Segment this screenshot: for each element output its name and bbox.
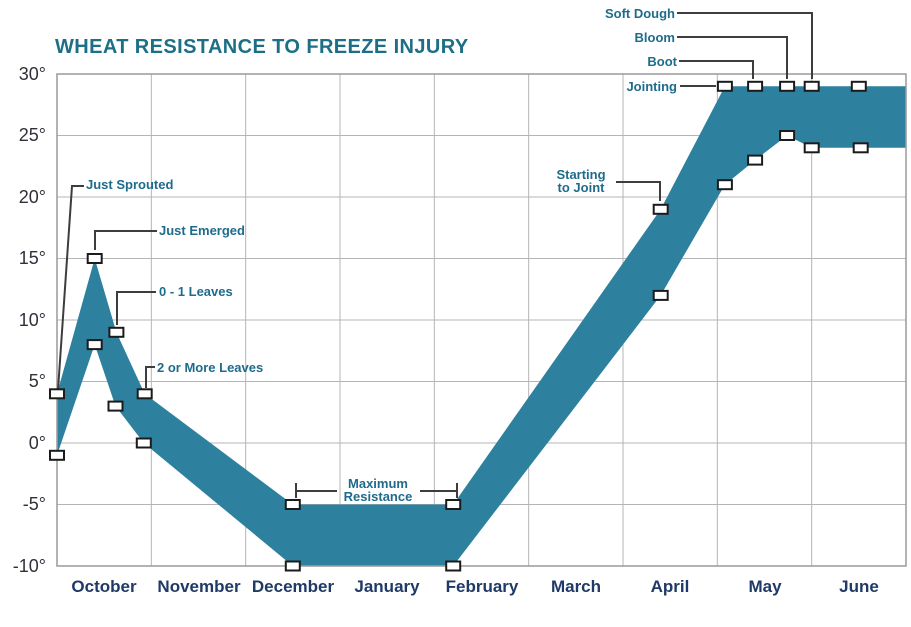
annotation-leader-line (677, 36, 788, 79)
stage-marker (779, 130, 796, 141)
stage-marker (136, 388, 153, 400)
stage-marker (86, 253, 103, 264)
label-bloom: Bloom (634, 30, 675, 45)
annotation-leader-line (116, 291, 156, 325)
stage-marker (445, 560, 462, 572)
x-tick-june: June (839, 577, 879, 596)
x-tick-december: December (251, 577, 335, 596)
label-starting-to-joint: Starting to Joint (541, 168, 621, 194)
label-0-1-leaves: 0 - 1 Leaves (159, 284, 233, 299)
label-jointing: Jointing (626, 79, 677, 94)
label-just-emerged: Just Emerged (159, 223, 245, 238)
y-tick-neg5: -5° (22, 494, 46, 514)
stage-marker (107, 400, 124, 412)
stage-marker (850, 80, 867, 92)
stage-marker (49, 388, 65, 400)
y-tick-neg10: -10° (12, 556, 46, 576)
x-tick-october: October (71, 577, 137, 596)
label-starting-to-joint-line2: to Joint (557, 180, 605, 195)
stage-marker (779, 80, 796, 92)
x-tick-april: April (650, 577, 690, 596)
annotation-leader-line (145, 366, 155, 388)
label-starting-to-joint-line1: Starting (556, 167, 606, 182)
x-tick-march: March (550, 577, 602, 596)
x-tick-may: May (748, 577, 782, 596)
stage-marker (803, 80, 820, 92)
stage-marker (86, 339, 103, 351)
y-tick-20: 20° (18, 187, 46, 207)
label-maximum-resistance: Maximum Resistance (308, 477, 448, 503)
stage-marker (135, 437, 152, 449)
label-just-sprouted: Just Sprouted (86, 177, 174, 192)
stage-marker (747, 80, 764, 92)
annotation-leader-line (679, 60, 754, 79)
stage-marker (284, 560, 301, 572)
y-tick-25: 25° (18, 125, 46, 145)
x-tick-november: November (157, 577, 241, 596)
y-tick-5: 5° (28, 371, 46, 391)
stage-marker (652, 203, 669, 215)
stage-marker (108, 326, 125, 338)
label-maximum-resistance-line2: Resistance (343, 489, 413, 504)
plot-frame (56, 73, 907, 567)
stage-marker (747, 154, 764, 166)
y-tick-30: 30° (18, 64, 46, 84)
annotation-leader-line (57, 185, 84, 391)
stage-marker (716, 80, 733, 92)
annotation-leader-line (616, 181, 661, 201)
y-tick-10: 10° (18, 310, 46, 330)
stage-marker (284, 499, 301, 510)
x-tick-february: February (445, 577, 519, 596)
label-2-or-more-leaves: 2 or More Leaves (157, 360, 264, 375)
annotation-leader-line (677, 12, 813, 79)
label-maximum-resistance-line1: Maximum (348, 476, 408, 491)
stage-marker (716, 179, 733, 191)
y-tick-15: 15° (18, 248, 46, 268)
label-soft-dough: Soft Dough (604, 6, 675, 21)
x-tick-january: January (354, 577, 420, 596)
y-tick-0: 0° (28, 433, 46, 453)
annotation-leader-line (94, 230, 157, 250)
stage-marker (852, 142, 869, 154)
stage-marker (49, 449, 65, 461)
label-boot: Boot (647, 54, 677, 69)
stage-marker (445, 499, 462, 510)
freeze-resistance-band (57, 86, 906, 567)
stage-marker (652, 289, 669, 301)
stage-marker (803, 142, 820, 154)
chart-title: WHEAT RESISTANCE TO FREEZE INJURY (55, 36, 469, 58)
